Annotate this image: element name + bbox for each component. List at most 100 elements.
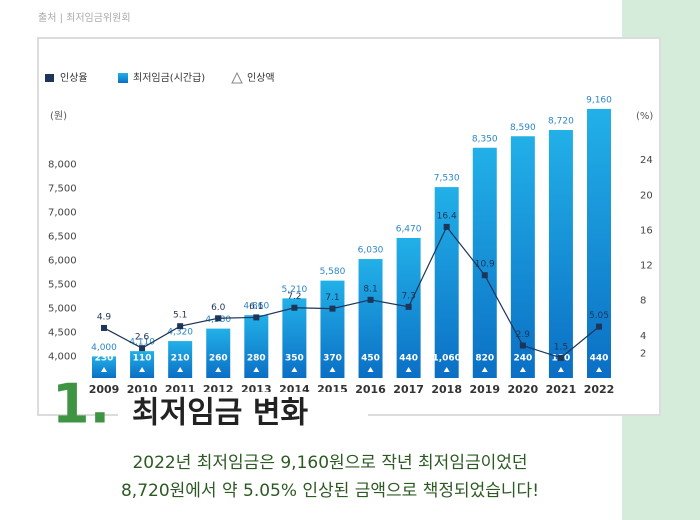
heading: 1. 최저임금 변화 (52, 373, 368, 438)
y2-tick-label: 2 (640, 348, 646, 359)
increase-label: 440 (399, 354, 418, 364)
rate-label: 5.05 (589, 311, 609, 321)
rate-marker (481, 272, 488, 279)
bar-value-label: 6,030 (358, 246, 384, 256)
increase-label: 820 (475, 354, 494, 364)
x-tick-label: 2021 (546, 383, 577, 396)
rate-marker (215, 315, 222, 322)
increase-label: 350 (285, 354, 304, 364)
increase-marker (596, 367, 602, 372)
y2-tick-label: 16 (640, 225, 653, 236)
bar (282, 298, 307, 378)
bar-value-label: 8,720 (548, 117, 574, 127)
bar (548, 130, 573, 378)
rate-label: 4.9 (97, 312, 112, 322)
increase-marker (481, 367, 488, 372)
y-tick-label: 6,500 (48, 232, 77, 243)
y-tick-label: 4,500 (48, 327, 77, 338)
increase-label: 240 (513, 354, 532, 364)
y-tick-label: 7,000 (48, 208, 77, 219)
increase-label: 440 (590, 354, 609, 364)
rate-marker (291, 304, 298, 311)
increase-label: 1,060 (432, 354, 460, 364)
bar (587, 108, 611, 379)
increase-marker (101, 367, 107, 372)
y-tick-label: 8,000 (48, 160, 77, 171)
legend-swatch (118, 73, 128, 83)
source: 출처 | 최저임금위원회 (38, 11, 131, 24)
increase-marker (519, 367, 526, 372)
caption-line: 2022년 최저임금은 9,160원으로 작년 최저임금이었던 (132, 453, 527, 473)
y-tick-label: 4,000 (48, 351, 77, 362)
rate-label: 10.9 (475, 260, 495, 270)
rate-label: 1.5 (554, 342, 568, 352)
y2-tick-label: 24 (640, 155, 653, 166)
increase-marker (367, 367, 374, 372)
x-tick-label: 2020 (508, 383, 539, 396)
rate-label: 7.2 (287, 292, 301, 302)
bar-value-label: 9,160 (586, 95, 612, 105)
rate-label: 6.1 (249, 302, 263, 312)
y-tick-label: 6,000 (48, 255, 77, 266)
rate-label: 8.1 (363, 284, 377, 294)
increase-label: 230 (95, 354, 114, 364)
x-tick-label: 2022 (584, 383, 615, 396)
bar (130, 351, 155, 378)
bar-value-label: 8,590 (510, 123, 536, 133)
bar-value-label: 4,860 (243, 302, 269, 312)
legend-swatch (45, 74, 54, 82)
bar-value-label: 6,470 (396, 224, 422, 234)
bar-value-label: 4,110 (129, 338, 155, 348)
heading-number: 1. (52, 373, 110, 436)
x-tick-label: 2019 (469, 383, 500, 396)
rate-label: 7.1 (325, 293, 339, 303)
caption-line: 8,720원에서 약 5.05% 인상된 금액으로 책정되었습니다! (121, 481, 539, 501)
chart: (원) (%) 4,000 4,500 5,000 5,500 6,000 6,500 7,00… (45, 71, 653, 396)
legend-label: 최저임금(시간급) (133, 71, 205, 84)
rate-marker (329, 305, 336, 312)
increase-label: 260 (209, 354, 228, 364)
x-tick-label: 2017 (393, 383, 424, 396)
bar-value-label: 5,210 (282, 285, 308, 295)
increase-marker (443, 367, 450, 372)
y-tick-label: 5,000 (48, 303, 77, 314)
rate-marker (596, 323, 602, 330)
increase-marker (253, 367, 260, 372)
y-axis-label: (원) (50, 110, 67, 122)
rate-marker (139, 345, 146, 352)
rate-marker (367, 296, 374, 303)
increase-label: 370 (323, 354, 342, 364)
legend-label: 인상액 (247, 72, 275, 84)
bar (472, 147, 497, 378)
increase-label: 450 (361, 354, 380, 364)
bar (358, 259, 383, 378)
increase-label: 110 (133, 354, 152, 364)
bar-value-label: 8,350 (472, 134, 498, 144)
bar-value-label: 4,320 (167, 328, 193, 338)
bar (434, 187, 459, 378)
increase-label: 210 (171, 354, 190, 364)
legend-label: 인상율 (60, 72, 88, 84)
increase-marker (177, 367, 184, 372)
rate-line (103, 225, 600, 359)
increase-marker (405, 367, 412, 372)
x-tick-label: 2018 (431, 383, 462, 396)
rate-marker (405, 303, 412, 310)
increase-marker (557, 367, 564, 372)
bar (510, 136, 535, 378)
heading-title: 최저임금 변화 (132, 396, 308, 431)
rate-marker (557, 354, 564, 361)
x-tick-label: 2009 (89, 383, 120, 396)
legend-swatch (231, 71, 243, 84)
increase-marker (139, 367, 146, 372)
heading-pill (118, 392, 368, 438)
rate-label: 2.6 (135, 333, 150, 343)
increase-label: 280 (247, 354, 266, 364)
increase-marker (215, 367, 222, 372)
increase-marker (291, 367, 298, 372)
bar (244, 315, 269, 378)
rate-marker (443, 223, 450, 230)
rate-label: 16.4 (437, 211, 457, 221)
